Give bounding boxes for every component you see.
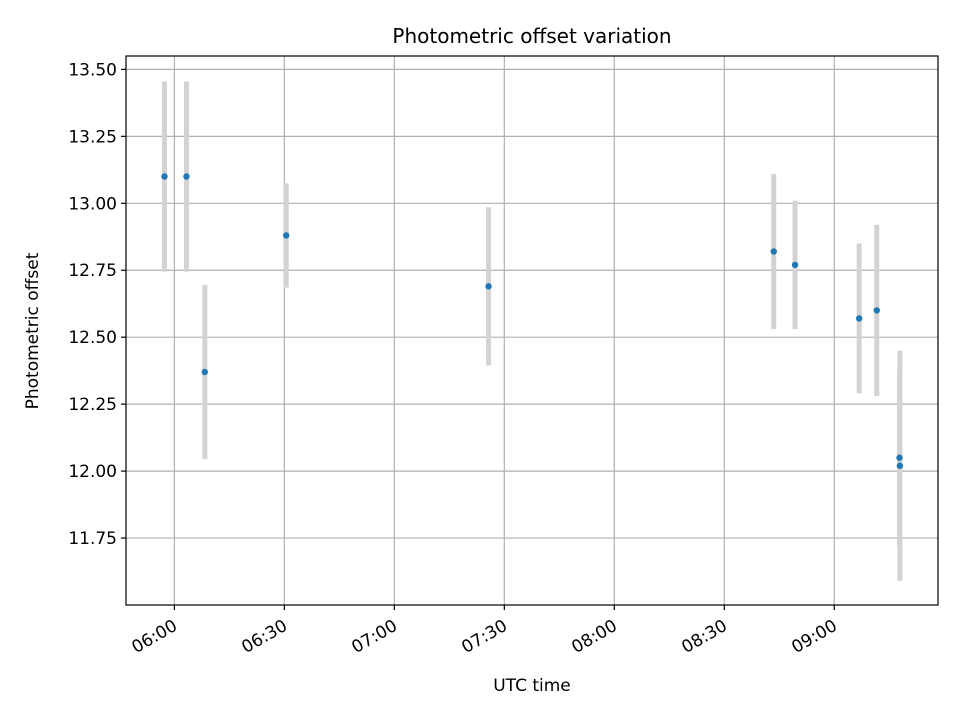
data-point [283,232,290,239]
x-tick-label: 06:30 [238,616,290,658]
plot-area-frame [125,55,939,606]
y-axis-label: Photometric offset [23,252,43,409]
y-tick-label: 12.25 [68,395,117,415]
y-tick-label: 13.00 [68,194,117,214]
grid-lines [126,56,938,605]
y-tick-label: 12.75 [68,261,117,281]
data-point [161,173,168,180]
chart-title: Photometric offset variation [392,24,671,48]
y-tick-label: 13.50 [68,60,117,80]
y-tick-label: 12.50 [68,328,117,348]
x-tick-label: 09:00 [788,616,840,658]
x-tick-label: 08:00 [568,616,620,658]
data-point [896,454,903,461]
data-point [770,248,777,255]
y-axis-ticks: 11.75 12.00 12.25 12.50 12.75 13.00 13.25 13.50 [68,60,126,549]
data-point [791,261,799,269]
data-points [161,173,904,469]
error-bars [161,81,903,581]
data-point [896,462,904,469]
data-point [485,283,492,290]
data-point [873,307,880,314]
y-tick-label: 13.25 [68,127,117,147]
data-point [201,368,209,376]
y-tick-label: 12.00 [68,462,117,482]
data-point [855,315,863,322]
x-tick-label: 07:30 [458,616,510,658]
x-tick-label: 08:30 [678,616,730,658]
data-point [183,173,190,180]
x-axis-ticks: 06:00 06:30 07:00 07:30 08:00 08:30 09:00 [128,605,841,658]
x-tick-label: 07:00 [348,616,400,658]
y-tick-label: 11.75 [68,529,117,549]
x-tick-label: 06:00 [128,616,180,658]
x-axis-label: UTC time [493,676,571,696]
